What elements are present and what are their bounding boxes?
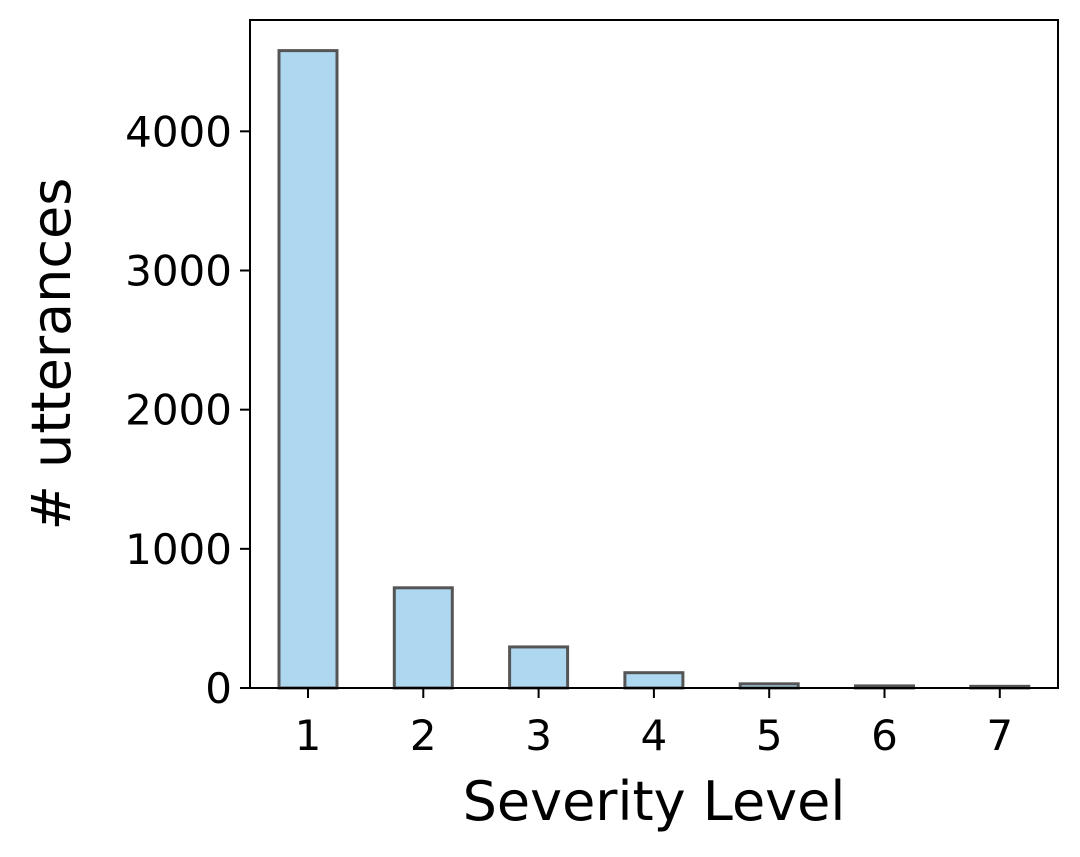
x-tick-label-5: 5 (756, 711, 783, 760)
y-axis-label: # utterances (20, 178, 83, 531)
x-tick-label-6: 6 (871, 711, 898, 760)
plot-area (250, 20, 1058, 688)
y-tick-label-2000: 2000 (125, 386, 232, 435)
x-tick-label-1: 1 (295, 711, 322, 760)
y-axis-ticks: 0 1000 2000 3000 4000 (125, 107, 250, 713)
x-tick-label-3: 3 (525, 711, 552, 760)
bar-2 (392, 586, 454, 690)
y-tick-label-4000: 4000 (125, 107, 232, 156)
bar-1 (277, 49, 339, 690)
bar-3 (508, 645, 570, 690)
x-tick-label-7: 7 (986, 711, 1013, 760)
bars-group (277, 49, 1031, 690)
x-tick-label-4: 4 (641, 711, 668, 760)
bar-4 (623, 671, 685, 690)
y-tick-label-0: 0 (205, 664, 232, 713)
x-axis-label: Severity Level (463, 770, 846, 833)
plot-frame (249, 19, 1059, 689)
y-tick-label-3000: 3000 (125, 247, 232, 296)
x-axis-ticks: 1 2 3 4 5 6 7 (295, 688, 1013, 760)
y-tick-label-1000: 1000 (125, 525, 232, 574)
x-tick-label-2: 2 (410, 711, 437, 760)
